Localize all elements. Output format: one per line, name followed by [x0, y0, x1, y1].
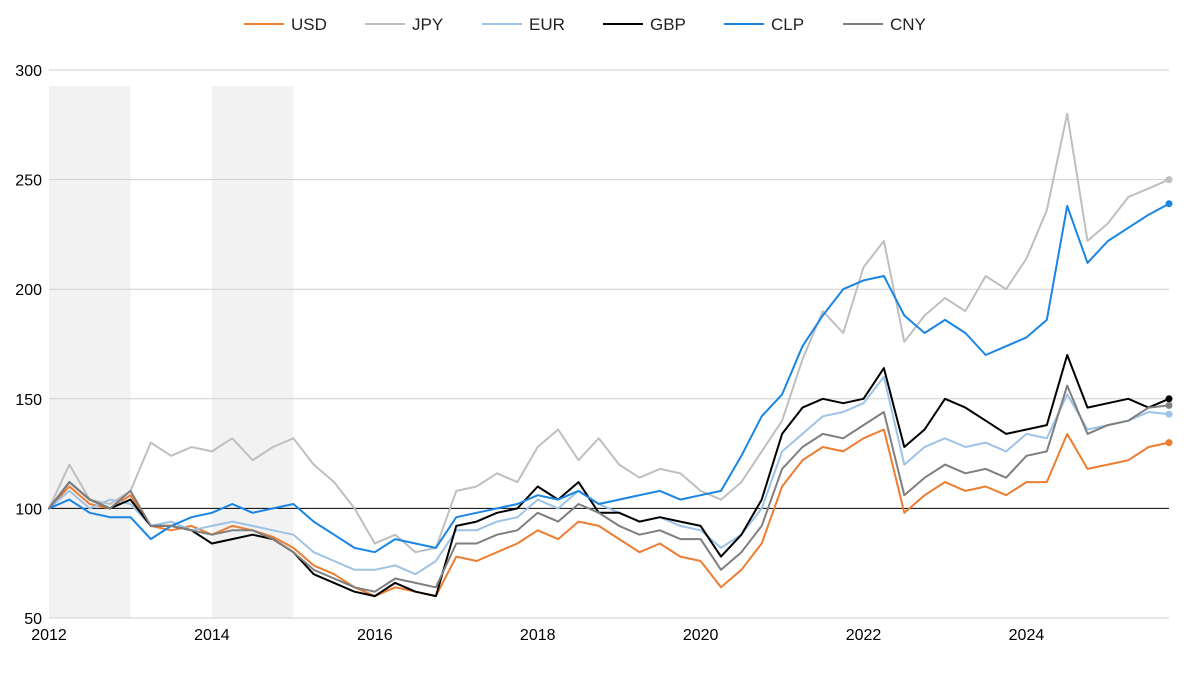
- x-axis-tick-labels: 2012 2014 2016 2018 2020 2022 2024: [31, 627, 1044, 644]
- y-gridlines: [49, 69, 1169, 619]
- series-line-clp: [48, 202, 1170, 554]
- legend-label-jpy: JPY: [412, 15, 443, 34]
- legend-label-usd: USD: [291, 15, 327, 34]
- shaded-periods: [49, 86, 294, 618]
- x-tick-label: 2016: [357, 627, 393, 644]
- x-tick-label: 2012: [31, 627, 67, 644]
- y-tick-label: 150: [15, 392, 42, 409]
- y-tick-label: 100: [15, 501, 42, 518]
- x-tick-label: 2022: [846, 627, 882, 644]
- x-tick-label: 2024: [1009, 627, 1045, 644]
- x-tick-label: 2020: [683, 627, 719, 644]
- series-end-marker-clp: [1165, 200, 1173, 208]
- series-lines: [48, 112, 1173, 598]
- series-end-marker-cny: [1165, 401, 1173, 409]
- legend-label-eur: EUR: [529, 15, 565, 34]
- legend-label-clp: CLP: [771, 15, 804, 34]
- series-end-marker-gbp: [1165, 395, 1173, 403]
- series-line-eur: [48, 375, 1170, 576]
- series-line-jpy: [48, 112, 1170, 554]
- series-line-gbp: [48, 354, 1170, 598]
- y-tick-label: 200: [15, 282, 42, 299]
- series-end-marker-eur: [1165, 410, 1173, 418]
- series-end-marker-usd: [1165, 439, 1173, 447]
- legend: USD JPY EUR GBP CLP CNY: [244, 15, 926, 34]
- shaded-period-1: [49, 86, 131, 618]
- y-axis-tick-labels: 50 100 150 200 250 300: [15, 63, 42, 628]
- legend-label-cny: CNY: [890, 15, 926, 34]
- y-tick-label: 300: [15, 63, 42, 80]
- series-end-marker-jpy: [1165, 176, 1173, 184]
- series-line-usd: [48, 428, 1170, 598]
- y-tick-label: 250: [15, 173, 42, 190]
- series-line-cny: [48, 384, 1170, 593]
- shaded-period-2: [211, 86, 294, 618]
- x-tick-label: 2018: [520, 627, 556, 644]
- legend-label-gbp: GBP: [650, 15, 686, 34]
- x-tick-label: 2014: [194, 627, 230, 644]
- y-tick-label: 50: [24, 611, 42, 628]
